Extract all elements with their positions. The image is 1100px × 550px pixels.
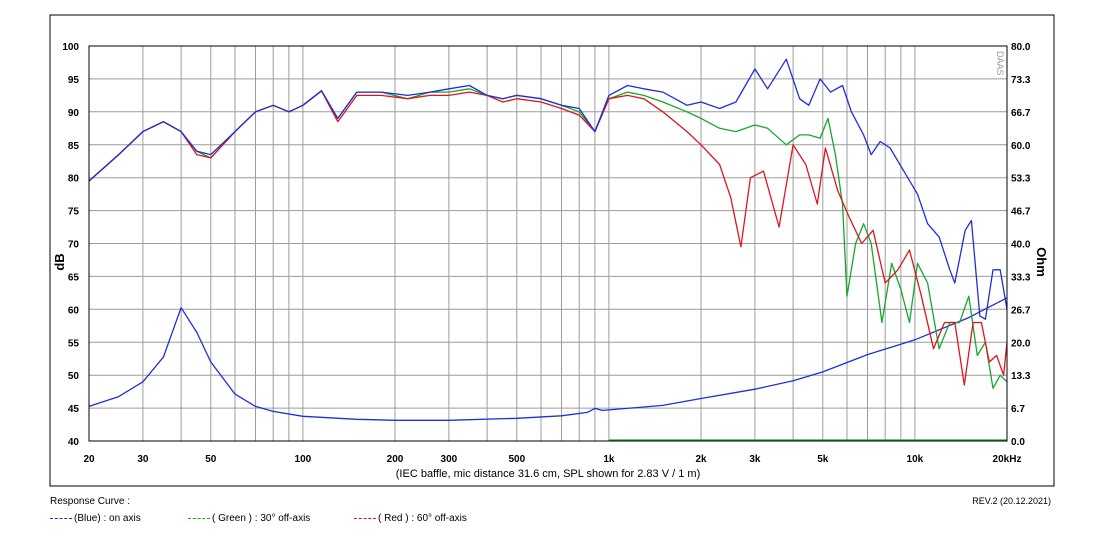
y2-tick-label: 73.3 — [1011, 75, 1031, 86]
x-tick-label: 20 — [83, 454, 95, 465]
x-tick-label: 500 — [508, 454, 525, 465]
series-lines — [88, 58, 1008, 441]
legend-title: Response Curve : — [50, 496, 131, 507]
legend-swatch-red — [354, 518, 376, 519]
watermark: DAAS — [995, 51, 1005, 76]
y-tick-label: 65 — [68, 272, 80, 283]
y2-tick-label: 26.7 — [1011, 305, 1031, 316]
y-tick-label: 60 — [68, 305, 80, 316]
y-tick-label: 80 — [68, 174, 80, 185]
y-tick-label: 75 — [68, 207, 80, 218]
y2-tick-label: 66.7 — [1011, 108, 1031, 119]
x-tick-label: 5k — [817, 454, 829, 465]
plot-area-border — [88, 45, 1008, 442]
y2-tick-label: 13.3 — [1011, 371, 1031, 382]
y2-tick-label: 60.0 — [1011, 141, 1031, 152]
y-tick-label: 100 — [62, 42, 79, 53]
y2-tick-label: 53.3 — [1011, 174, 1031, 185]
y2-axis-title: Ohm — [1034, 247, 1049, 277]
x-tick-label: 1k — [603, 454, 615, 465]
impedance-line — [88, 297, 1008, 421]
outer-frame — [49, 14, 1055, 487]
x-tick-label: 50 — [205, 454, 217, 465]
legend-label-red: ( Red ) : 60° off-axis — [378, 513, 467, 524]
x-tick-label: 300 — [441, 454, 458, 465]
x-tick-label: 100 — [295, 454, 312, 465]
legend-swatch-blue — [50, 518, 72, 519]
series-line-blue — [88, 58, 1008, 320]
y2-tick-label: 80.0 — [1011, 42, 1031, 53]
legend-label-blue: (Blue) : on axis — [74, 513, 141, 524]
y-tick-label: 40 — [68, 437, 80, 448]
y-tick-label: 90 — [68, 108, 80, 119]
y2-tick-label: 33.3 — [1011, 272, 1031, 283]
x-tick-label: 3k — [749, 454, 761, 465]
x-axis-caption: (IEC baffle, mic distance 31.6 cm, SPL s… — [396, 468, 700, 480]
x-tick-label: 200 — [387, 454, 404, 465]
x-tick-label: 20kHz — [993, 454, 1022, 465]
y2-tick-label: 20.0 — [1011, 338, 1031, 349]
tick-labels: 20 30 50 100 200 300 500 1k 2k 3k 5k 10k 20kHz 40 45 50… — [62, 42, 1031, 465]
grid — [89, 46, 1007, 441]
x-tick-label: 10k — [907, 454, 924, 465]
y-tick-label: 45 — [68, 404, 80, 415]
revision-label: REV.2 (20.12.2021) — [972, 496, 1051, 506]
y2-tick-label: 6.7 — [1011, 404, 1025, 415]
legend-label-green: ( Green ) : 30° off-axis — [212, 513, 311, 524]
y-axis-title: dB — [52, 253, 67, 270]
y2-tick-label: 46.7 — [1011, 207, 1031, 218]
y-tick-label: 70 — [68, 240, 80, 251]
y-tick-label: 95 — [68, 75, 80, 86]
y2-tick-label: 0.0 — [1011, 437, 1025, 448]
y-tick-label: 50 — [68, 371, 80, 382]
x-tick-label: 30 — [137, 454, 149, 465]
x-tick-label: 2k — [695, 454, 707, 465]
legend-swatch-green — [188, 518, 210, 519]
y-tick-label: 85 — [68, 141, 80, 152]
legend-item-blue: (Blue) : on axis — [50, 513, 141, 524]
y2-tick-label: 40.0 — [1011, 240, 1031, 251]
legend-item-red: ( Red ) : 60° off-axis — [354, 513, 467, 524]
y-tick-label: 55 — [68, 338, 80, 349]
legend-item-green: ( Green ) : 30° off-axis — [188, 513, 310, 524]
